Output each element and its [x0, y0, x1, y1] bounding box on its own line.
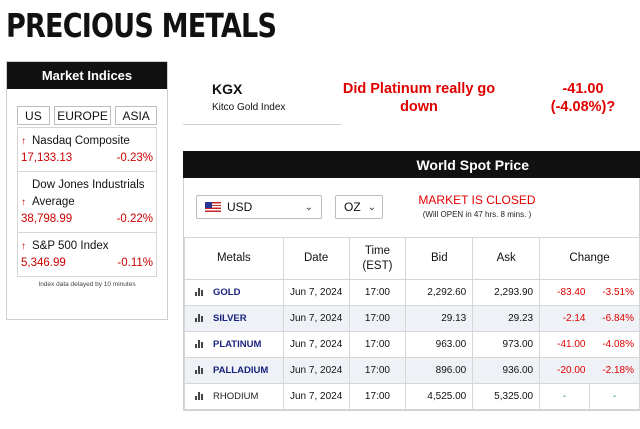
kgx-subtitle: Kitco Gold Index — [212, 102, 286, 113]
world-spot-header: World Spot Price — [183, 151, 640, 178]
change-percent-cell: - — [589, 383, 640, 410]
table-row[interactable]: SILVER Jun 7, 2024 17:00 29.13 29.23 -2.14 -6.… — [184, 305, 640, 332]
table-row[interactable]: PLATINUM Jun 7, 2024 17:00 963.00 973.00 -41.… — [184, 331, 640, 358]
market-status: MARKET IS CLOSED — [418, 193, 536, 207]
metal-cell[interactable]: PALLADIUM — [184, 357, 284, 384]
kgx-question: Did Platinum really go down — [342, 81, 496, 115]
metal-cell[interactable]: PLATINUM — [184, 331, 284, 358]
index-value: 38,798.99 — [21, 213, 73, 225]
world-spot-panel: USD ⌄ OZ ⌄ MARKET IS CLOSED (Will OPEN i… — [183, 178, 640, 411]
table-row[interactable]: PALLADIUM Jun 7, 2024 17:00 896.00 936.00 -20… — [184, 357, 640, 384]
date-cell: Jun 7, 2024 — [282, 279, 350, 306]
change-percent-cell: -2.18% — [589, 357, 640, 384]
bid-cell: 896.00 — [405, 357, 474, 384]
col-change: Change — [539, 237, 640, 280]
market-indices-panel: Market Indices US EUROPE ASIA ↑ Nasdaq Co… — [6, 61, 168, 320]
metal-cell[interactable]: RHODIUM — [184, 383, 284, 410]
time-cell: 17:00 — [348, 357, 407, 384]
col-ask: Ask — [472, 237, 541, 280]
page-title: PRECIOUS METALS — [6, 6, 277, 45]
change-percent-cell: -6.84% — [589, 305, 640, 332]
ask-cell: 973.00 — [472, 331, 541, 358]
market-reopen-note: (Will OPEN in 47 hrs. 8 mins. ) — [422, 210, 532, 219]
col-time: Time (EST) — [348, 237, 407, 280]
col-date: Date — [282, 237, 350, 280]
chevron-down-icon: ⌄ — [367, 201, 376, 213]
currency-value: USD — [227, 200, 253, 214]
table-header-row: Metals Date Time (EST) Bid Ask Change — [184, 237, 640, 280]
metal-name: PALLADIUM — [213, 365, 269, 376]
table-row[interactable]: RHODIUM Jun 7, 2024 17:00 4,525.00 5,325.00-… — [184, 383, 640, 410]
index-name: Nasdaq Composite — [32, 135, 130, 147]
col-bid: Bid — [405, 237, 474, 280]
bar-chart-icon[interactable] — [195, 392, 204, 400]
metal-cell[interactable]: GOLD — [184, 279, 284, 306]
spot-price-table: Metals Date Time (EST) Bid Ask Change GO… — [184, 237, 640, 410]
metal-name: GOLD — [213, 287, 241, 298]
change-percent-cell: -4.08% — [589, 331, 640, 358]
date-cell: Jun 7, 2024 — [282, 383, 350, 410]
index-item-sp500[interactable]: ↑ S&P 500 Index 5,346.99 -0.11% — [18, 233, 156, 276]
time-cell: 17:00 — [348, 383, 407, 410]
ask-cell: 936.00 — [472, 357, 541, 384]
ask-cell: 29.23 — [472, 305, 541, 332]
index-name: S&P 500 Index — [32, 240, 109, 252]
metal-cell[interactable]: SILVER — [184, 305, 284, 332]
kgx-panel: KGX Kitco Gold Index Did Platinum really… — [183, 61, 640, 125]
ask-cell: 2,293.90 — [472, 279, 541, 306]
bid-cell: 2,292.60 — [405, 279, 474, 306]
bar-chart-icon[interactable] — [195, 340, 204, 348]
us-flag-icon — [205, 202, 221, 212]
index-change: -0.22% — [116, 213, 153, 225]
bar-chart-icon[interactable] — [195, 366, 204, 374]
time-cell: 17:00 — [348, 279, 407, 306]
metal-name: PLATINUM — [213, 339, 262, 350]
index-change: -0.11% — [117, 257, 153, 269]
tab-us[interactable]: US — [17, 106, 50, 125]
bid-cell: 963.00 — [405, 331, 474, 358]
kgx-change: -41.00 (-4.08%)? — [550, 81, 616, 115]
index-item-dow[interactable]: ↑ Dow Jones Industrials Average 38,798.99… — [18, 172, 156, 233]
market-indices-header: Market Indices — [7, 62, 167, 89]
unit-select[interactable]: OZ ⌄ — [335, 195, 383, 219]
currency-select[interactable]: USD ⌄ — [196, 195, 322, 219]
up-arrow-icon: ↑ — [21, 241, 26, 252]
bid-cell: 29.13 — [405, 305, 474, 332]
tab-asia[interactable]: ASIA — [115, 106, 157, 125]
col-metals: Metals — [184, 237, 284, 280]
change-cell: -20.00 — [539, 357, 590, 384]
date-cell: Jun 7, 2024 — [282, 305, 350, 332]
time-cell: 17:00 — [348, 331, 407, 358]
up-arrow-icon: ↑ — [21, 136, 26, 147]
market-indices-tabs: US EUROPE ASIA — [7, 106, 167, 125]
divider — [341, 123, 640, 125]
bar-chart-icon[interactable] — [195, 288, 204, 296]
index-item-nasdaq[interactable]: ↑ Nasdaq Composite 17,133.13 -0.23% — [18, 128, 156, 172]
index-name: Dow Jones Industrials Average — [32, 179, 145, 208]
bid-cell: 4,525.00 — [405, 383, 474, 410]
metal-name: RHODIUM — [213, 391, 259, 402]
time-cell: 17:00 — [348, 305, 407, 332]
bar-chart-icon[interactable] — [195, 314, 204, 322]
index-value: 17,133.13 — [21, 152, 73, 164]
tab-europe[interactable]: EUROPE — [53, 106, 112, 125]
date-cell: Jun 7, 2024 — [282, 331, 350, 358]
change-cell: -2.14 — [539, 305, 590, 332]
metal-name: SILVER — [213, 313, 247, 324]
kgx-code[interactable]: KGX — [212, 81, 243, 97]
ask-cell: 5,325.00 — [472, 383, 541, 410]
index-footnote: Index data delayed by 10 minutes — [38, 281, 136, 288]
up-arrow-icon: ↑ — [21, 197, 26, 208]
date-cell: Jun 7, 2024 — [282, 357, 350, 384]
chevron-down-icon: ⌄ — [304, 201, 313, 213]
change-cell: -41.00 — [539, 331, 590, 358]
change-cell: -83.40 — [539, 279, 590, 306]
table-row[interactable]: GOLD Jun 7, 2024 17:00 2,292.60 2,293.90 -83.… — [184, 279, 640, 306]
unit-value: OZ — [344, 200, 361, 214]
index-value: 5,346.99 — [21, 257, 66, 269]
index-change: -0.23% — [116, 152, 153, 164]
change-percent-cell: -3.51% — [589, 279, 640, 306]
index-list: ↑ Nasdaq Composite 17,133.13 -0.23% ↑ Dow … — [17, 127, 157, 277]
change-cell: - — [539, 383, 590, 410]
